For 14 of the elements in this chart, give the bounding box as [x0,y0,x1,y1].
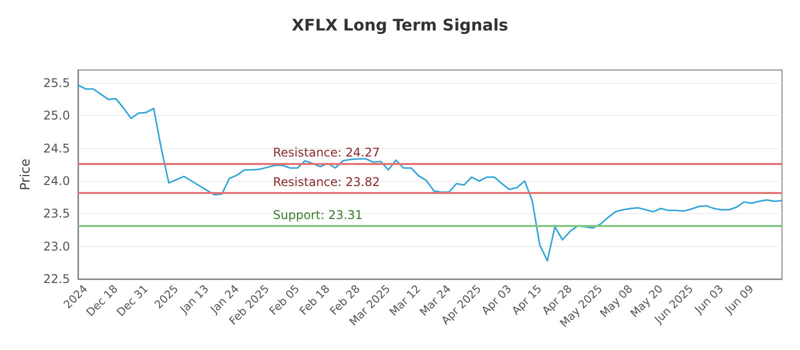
y-tick-label: 23.5 [43,206,70,221]
x-tick-label: Jan 13 [177,282,212,317]
y-tick-label: 25.5 [43,76,70,90]
ref-line-label: Support: 23.31 [273,208,363,222]
ref-line-label: Resistance: 24.27 [273,145,380,160]
y-tick-label: 22.5 [43,272,70,286]
ref-line-label: Resistance: 23.82 [273,174,380,189]
y-tick-label: 24.5 [43,141,70,156]
y-axis-title: Price [18,158,34,190]
y-tick-label: 23.0 [43,239,70,254]
y-tick-label: 24.0 [43,174,70,188]
y-tick-label: 25.0 [43,108,70,123]
chart-title: XFLX Long Term Signals [292,16,508,34]
line-series [77,84,783,262]
